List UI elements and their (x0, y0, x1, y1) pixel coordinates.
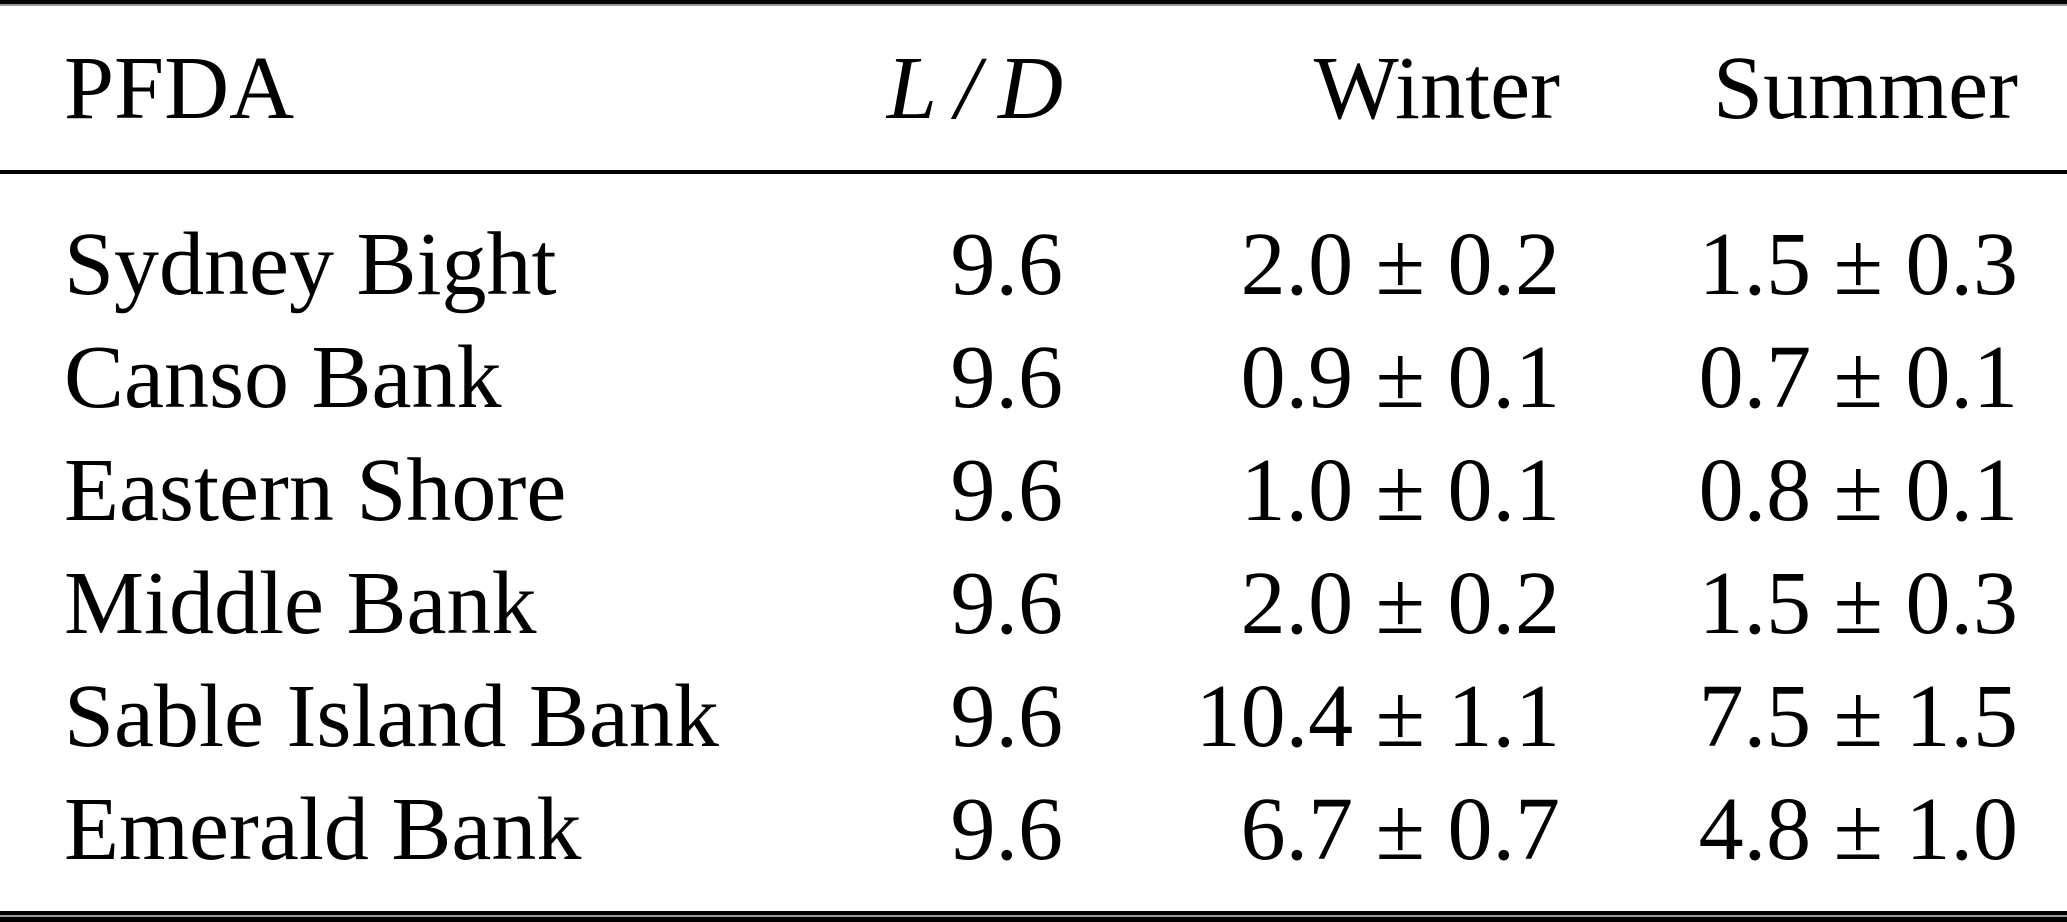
cell-summer: 0.7 ± 0.1 (1698, 328, 2018, 427)
cell-pfda: Middle Bank (64, 554, 537, 653)
top-rule-primary (0, 0, 2067, 4)
cell-pfda: Eastern Shore (64, 441, 567, 540)
cell-ld: 9.6 (950, 328, 1064, 427)
cell-winter: 1.0 ± 0.1 (1240, 441, 1560, 540)
table-body: Sydney Bight 9.6 2.0 ± 0.2 1.5 ± 0.3 Can… (0, 174, 2018, 886)
cell-winter: 0.9 ± 0.1 (1240, 328, 1560, 427)
cell-summer: 7.5 ± 1.5 (1698, 667, 2018, 766)
cell-summer: 4.8 ± 1.0 (1698, 780, 2018, 879)
cell-winter: 2.0 ± 0.2 (1240, 554, 1560, 653)
column-header-winter: Winter (1313, 38, 1560, 138)
cell-pfda: Canso Bank (64, 328, 502, 427)
cell-summer: 0.8 ± 0.1 (1698, 441, 2018, 540)
bottom-rule-secondary (0, 917, 2067, 922)
cell-ld: 9.6 (950, 780, 1064, 879)
bottom-rule-primary (0, 911, 2067, 915)
column-header-pfda: PFDA (64, 38, 295, 138)
cell-pfda: Sable Island Bank (64, 667, 719, 766)
bottom-spacer (0, 886, 2067, 911)
cell-winter: 2.0 ± 0.2 (1240, 215, 1560, 314)
table-header-row: PFDA L / D Winter Summer (0, 6, 2018, 170)
top-rule-secondary (0, 4, 2067, 6)
cell-pfda: Sydney Bight (64, 215, 557, 314)
cell-ld: 9.6 (950, 441, 1064, 540)
cell-winter: 10.4 ± 1.1 (1195, 667, 1560, 766)
column-header-summer: Summer (1713, 38, 2018, 138)
cell-summer: 1.5 ± 0.3 (1698, 554, 2018, 653)
cell-ld: 9.6 (950, 667, 1064, 766)
header-midrule (0, 170, 2067, 174)
cell-summer: 1.5 ± 0.3 (1698, 215, 2018, 314)
column-header-ld: L / D (886, 38, 1063, 138)
cell-winter: 6.7 ± 0.7 (1240, 780, 1560, 879)
bottom-rule-gap (0, 915, 2067, 917)
cell-pfda: Emerald Bank (64, 780, 582, 879)
cell-ld: 9.6 (950, 215, 1064, 314)
cell-ld: 9.6 (950, 554, 1064, 653)
